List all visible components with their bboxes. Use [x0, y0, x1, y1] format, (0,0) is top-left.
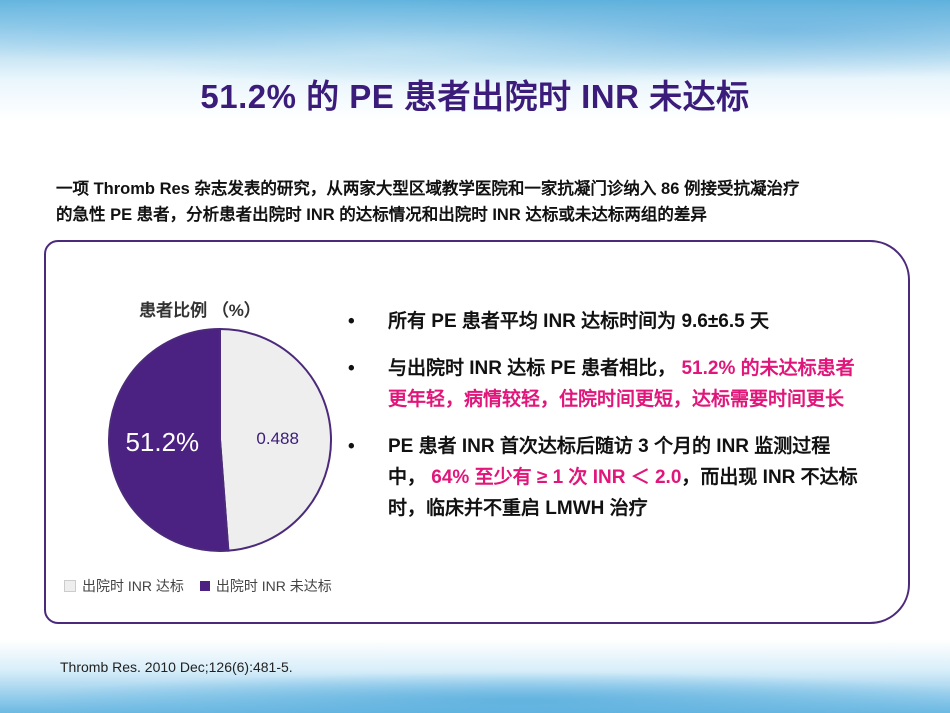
bullet-highlight-text: 64% 至少有 ≥ 1 次 INR ＜ 2.0: [426, 467, 682, 488]
footer-wave-decoration: [0, 640, 950, 713]
source-citation: Thromb Res. 2010 Dec;126(6):481-5.: [60, 659, 293, 675]
legend-swatch-met: [64, 580, 76, 592]
chart-title: 患者比例 （%）: [139, 301, 261, 320]
slide-title: 51.2% 的 PE 患者出院时 INR 未达标: [200, 78, 750, 115]
bullet-item: • PE 患者 INR 首次达标后随访 3 个月的 INR 监测过程中， 64% …: [348, 431, 868, 524]
bullet-list: • 所有 PE 患者平均 INR 达标时间为 9.6±6.5 天 • 与出院时 INR…: [348, 306, 868, 540]
pie-label-met: 0.488: [256, 429, 299, 448]
legend-label-met: 出院时 INR 达标: [82, 578, 184, 594]
intro-text: 一项 Thromb Res 杂志发表的研究，从两家大型区域教学医院和一家抗凝门诊…: [56, 176, 916, 228]
bullet-text: 与出院时 INR 达标 PE 患者相比，: [388, 358, 677, 379]
bullet-item: • 与出院时 INR 达标 PE 患者相比， 51.2% 的未达标患者更年轻，病情…: [348, 353, 868, 415]
pie-slice-unmet: [108, 327, 230, 552]
bullet-highlight-text: 51.2% 的未达标患者更年轻，病情较轻，住院时间更短，达标需要时间更长: [388, 358, 855, 410]
bullet-dot: •: [348, 311, 355, 332]
bullet-dot: •: [348, 358, 355, 379]
legend-label-unmet: 出院时 INR 未达标: [215, 578, 332, 594]
bullet-text: 所有 PE 患者平均 INR 达标时间为 9.6±6.5 天: [388, 311, 769, 332]
legend-swatch-unmet: [199, 581, 210, 591]
chart-legend: 出院时 INR 达标 出院时 INR 未达标: [64, 576, 332, 596]
bullet-item: • 所有 PE 患者平均 INR 达标时间为 9.6±6.5 天: [348, 306, 868, 337]
pie-chart: 0.488 51.2%: [108, 327, 333, 552]
pie-label-unmet: 51.2%: [125, 427, 199, 457]
intro-line-1: 一项 Thromb Res 杂志发表的研究，从两家大型区域教学医院和一家抗凝门诊…: [56, 180, 800, 198]
bullet-dot: •: [348, 436, 355, 457]
pie-slice-met: [219, 327, 333, 552]
bullet-text: PE 患者 INR 首次达标后随访 3 个月的 INR 监测过程中，: [388, 436, 831, 488]
bullet-text: ，而出现 INR 不达标时，临床并不重启 LMWH 治疗: [388, 467, 858, 519]
header-wave-decoration: [0, 0, 950, 150]
intro-line-2: 的急性 PE 患者，分析患者出院时 INR 的达标情况和出院时 INR 达标或未…: [56, 206, 707, 224]
